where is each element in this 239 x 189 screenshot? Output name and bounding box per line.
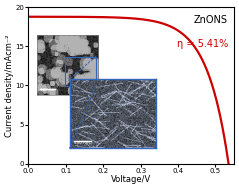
Text: η = 5.41%: η = 5.41% xyxy=(177,39,228,49)
X-axis label: Voltage/V: Voltage/V xyxy=(111,175,151,184)
Y-axis label: Current density/mAcm⁻²: Current density/mAcm⁻² xyxy=(5,34,14,137)
Text: ZnONS: ZnONS xyxy=(194,15,228,25)
